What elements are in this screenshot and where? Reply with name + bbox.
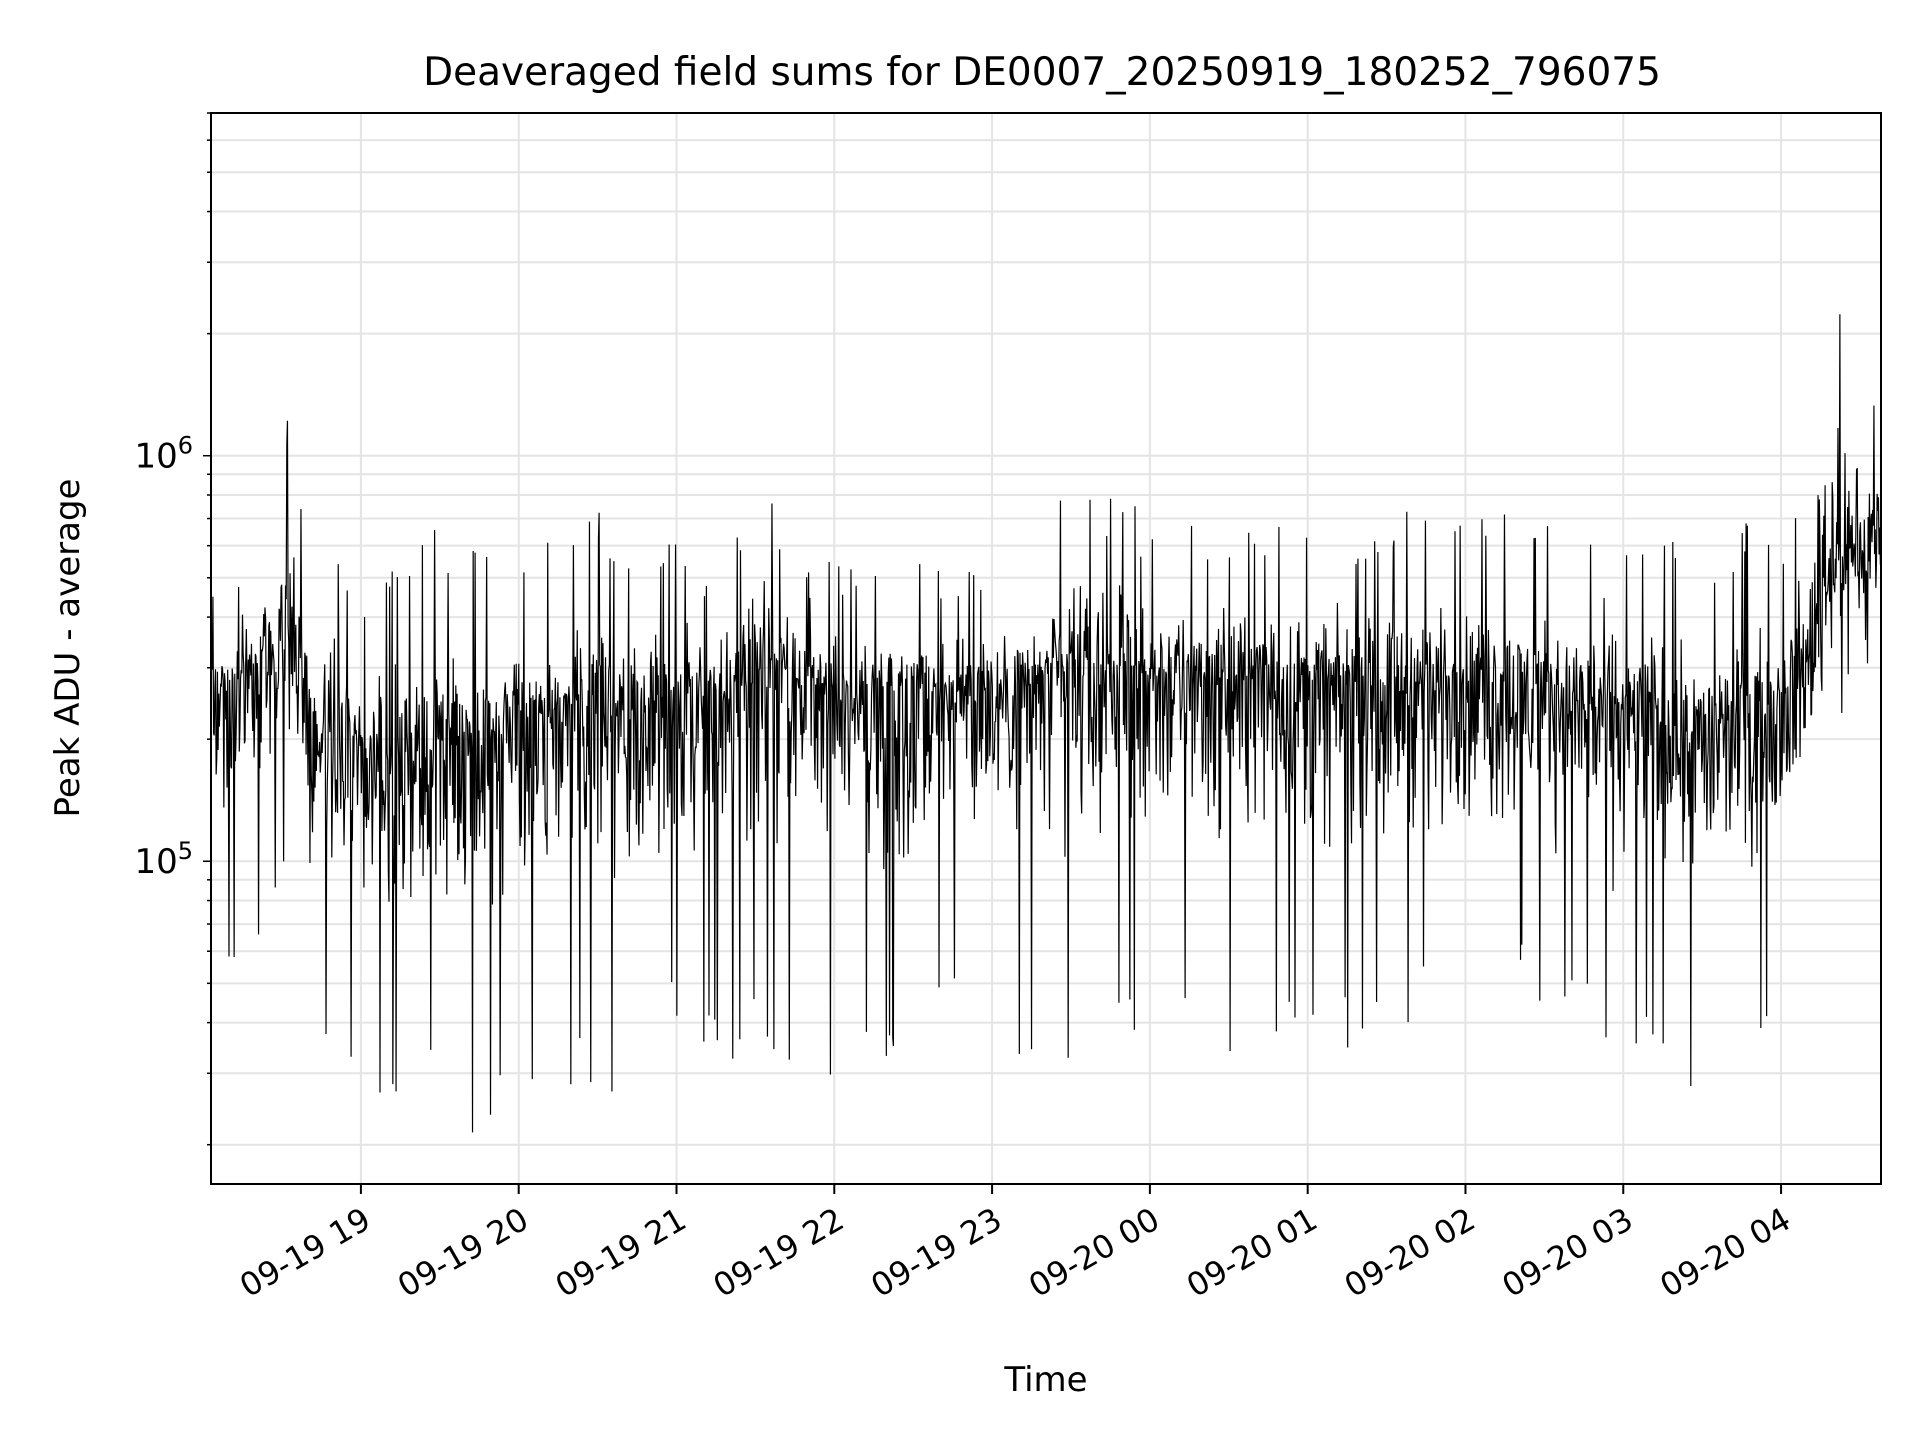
chart-title: Deaveraged field sums for DE0007_2025091… [423, 50, 1661, 95]
y-tick-label: 105 [134, 837, 193, 882]
x-axis-label: Time [1003, 1360, 1087, 1400]
y-axis: 105 106 [134, 112, 211, 1146]
data-series [210, 314, 1882, 1133]
plot-frame [210, 112, 1882, 1185]
series-line [210, 314, 1882, 1133]
y-tick-label: 106 [134, 432, 193, 477]
y-axis-label: Peak ADU - average [48, 479, 88, 818]
grid [211, 112, 1881, 1184]
